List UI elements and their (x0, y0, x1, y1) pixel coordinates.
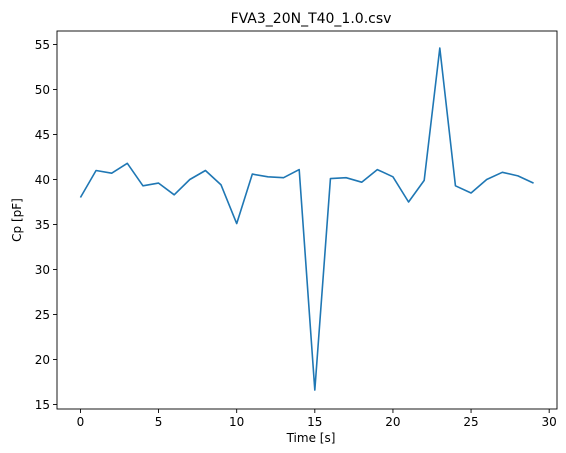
y-axis: 15 20 25 30 35 40 45 50 55 (35, 38, 57, 412)
x-tick-label: 15 (307, 415, 322, 429)
x-tick-label: 20 (385, 415, 400, 429)
x-tick-label: 25 (463, 415, 478, 429)
axes-frame (56, 30, 558, 410)
y-tick-label: 55 (35, 38, 50, 52)
series-line-0 (79, 47, 534, 391)
x-tick-label: 5 (155, 415, 163, 429)
x-tick-label: 0 (77, 415, 85, 429)
x-axis: 0 5 10 15 20 25 30 (77, 409, 557, 429)
chart-title: FVA3_20N_T40_1.0.csv (231, 11, 392, 27)
y-tick-label: 15 (35, 398, 50, 412)
x-tick-label: 30 (542, 415, 557, 429)
y-tick-label: 45 (35, 128, 50, 142)
x-axis-label: Time [s] (286, 431, 336, 445)
y-tick-label: 20 (35, 353, 50, 367)
y-tick-label: 30 (35, 263, 50, 277)
y-tick-label: 35 (35, 218, 50, 232)
y-tick-label: 25 (35, 308, 50, 322)
y-axis-label: Cp [pF] (10, 198, 24, 242)
x-tick-label: 10 (229, 415, 244, 429)
plot-area (56, 30, 558, 410)
y-tick-label: 50 (35, 83, 50, 97)
y-tick-label: 40 (35, 173, 50, 187)
